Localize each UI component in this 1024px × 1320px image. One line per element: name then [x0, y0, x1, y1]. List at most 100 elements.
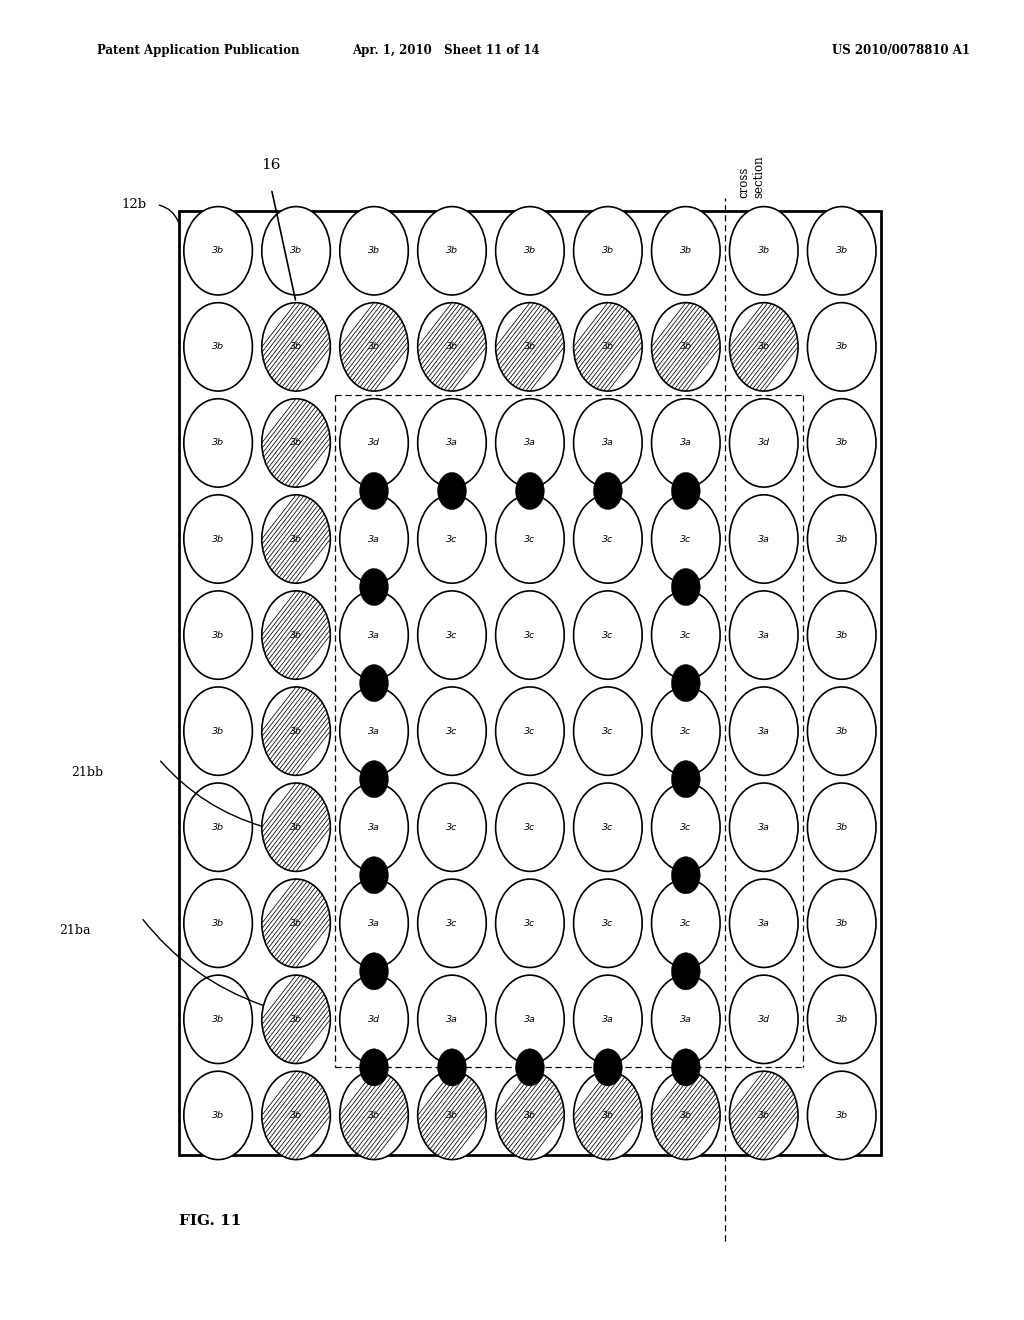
Text: 3b: 3b — [758, 1111, 770, 1119]
Circle shape — [808, 302, 876, 391]
Circle shape — [262, 495, 331, 583]
Text: 3c: 3c — [446, 822, 458, 832]
Text: 3c: 3c — [524, 919, 536, 928]
Circle shape — [672, 473, 700, 510]
Circle shape — [808, 686, 876, 775]
Text: 3b: 3b — [680, 342, 692, 351]
Circle shape — [340, 879, 409, 968]
Text: 3b: 3b — [524, 247, 536, 255]
Text: 3a: 3a — [758, 631, 770, 640]
Circle shape — [418, 302, 486, 391]
Text: 3a: 3a — [368, 919, 380, 928]
Circle shape — [651, 1072, 720, 1159]
Circle shape — [672, 569, 700, 606]
Text: 3c: 3c — [446, 919, 458, 928]
Circle shape — [340, 783, 409, 871]
Text: 12b: 12b — [121, 198, 146, 211]
Circle shape — [262, 399, 331, 487]
Text: 3b: 3b — [836, 342, 848, 351]
Circle shape — [496, 591, 564, 680]
Text: 3b: 3b — [836, 438, 848, 447]
Circle shape — [573, 879, 642, 968]
Text: 3c: 3c — [602, 822, 613, 832]
Text: 3d: 3d — [368, 1015, 380, 1024]
Circle shape — [418, 686, 486, 775]
Circle shape — [184, 1072, 252, 1159]
Circle shape — [496, 302, 564, 391]
Text: 3a: 3a — [680, 438, 692, 447]
Text: 3c: 3c — [680, 535, 691, 544]
Circle shape — [729, 686, 798, 775]
Text: 3c: 3c — [602, 535, 613, 544]
Text: cross
section: cross section — [737, 156, 765, 198]
Circle shape — [729, 495, 798, 583]
Bar — [179, 211, 881, 1155]
Circle shape — [496, 207, 564, 294]
Text: 3b: 3b — [602, 1111, 613, 1119]
Circle shape — [729, 975, 798, 1064]
Circle shape — [340, 1072, 409, 1159]
Circle shape — [808, 207, 876, 294]
Text: 3b: 3b — [836, 1015, 848, 1024]
Circle shape — [651, 686, 720, 775]
Text: 3c: 3c — [524, 631, 536, 640]
Circle shape — [573, 399, 642, 487]
Circle shape — [573, 302, 642, 391]
Text: 3a: 3a — [368, 535, 380, 544]
Text: 3a: 3a — [758, 535, 770, 544]
Circle shape — [359, 1049, 388, 1086]
Text: 3b: 3b — [602, 342, 613, 351]
Text: 3a: 3a — [758, 726, 770, 735]
Text: 3b: 3b — [290, 438, 302, 447]
Circle shape — [651, 975, 720, 1064]
Circle shape — [651, 879, 720, 968]
Text: 21ba: 21ba — [59, 924, 90, 937]
Text: 3a: 3a — [368, 631, 380, 640]
Text: 3a: 3a — [524, 438, 536, 447]
Text: 3b: 3b — [212, 919, 224, 928]
Circle shape — [729, 591, 798, 680]
Circle shape — [437, 473, 466, 510]
Circle shape — [808, 975, 876, 1064]
Circle shape — [359, 569, 388, 606]
Text: 3b: 3b — [836, 726, 848, 735]
Circle shape — [437, 1049, 466, 1086]
Circle shape — [262, 591, 331, 680]
Circle shape — [184, 879, 252, 968]
Circle shape — [184, 591, 252, 680]
Circle shape — [808, 879, 876, 968]
Text: 3b: 3b — [836, 822, 848, 832]
Circle shape — [729, 399, 798, 487]
Text: 3b: 3b — [836, 247, 848, 255]
Circle shape — [262, 686, 331, 775]
Text: 3a: 3a — [446, 1015, 458, 1024]
Text: 3b: 3b — [836, 631, 848, 640]
Text: 3b: 3b — [212, 1111, 224, 1119]
Text: Patent Application Publication: Patent Application Publication — [97, 44, 300, 57]
Circle shape — [418, 495, 486, 583]
Text: 3b: 3b — [836, 919, 848, 928]
Text: 16: 16 — [261, 158, 282, 172]
Circle shape — [496, 495, 564, 583]
Circle shape — [184, 686, 252, 775]
Circle shape — [573, 207, 642, 294]
Circle shape — [672, 857, 700, 894]
Circle shape — [573, 495, 642, 583]
Text: 3b: 3b — [290, 1015, 302, 1024]
Text: Apr. 1, 2010   Sheet 11 of 14: Apr. 1, 2010 Sheet 11 of 14 — [351, 44, 540, 57]
Text: 3d: 3d — [758, 1015, 770, 1024]
Circle shape — [418, 591, 486, 680]
Circle shape — [515, 473, 545, 510]
Circle shape — [573, 975, 642, 1064]
Circle shape — [359, 473, 388, 510]
Text: 3b: 3b — [212, 822, 224, 832]
Circle shape — [262, 879, 331, 968]
Text: 3b: 3b — [212, 535, 224, 544]
Text: 3b: 3b — [212, 631, 224, 640]
Circle shape — [262, 975, 331, 1064]
Circle shape — [184, 399, 252, 487]
Circle shape — [418, 879, 486, 968]
Circle shape — [184, 495, 252, 583]
Circle shape — [340, 399, 409, 487]
Text: 3c: 3c — [524, 726, 536, 735]
